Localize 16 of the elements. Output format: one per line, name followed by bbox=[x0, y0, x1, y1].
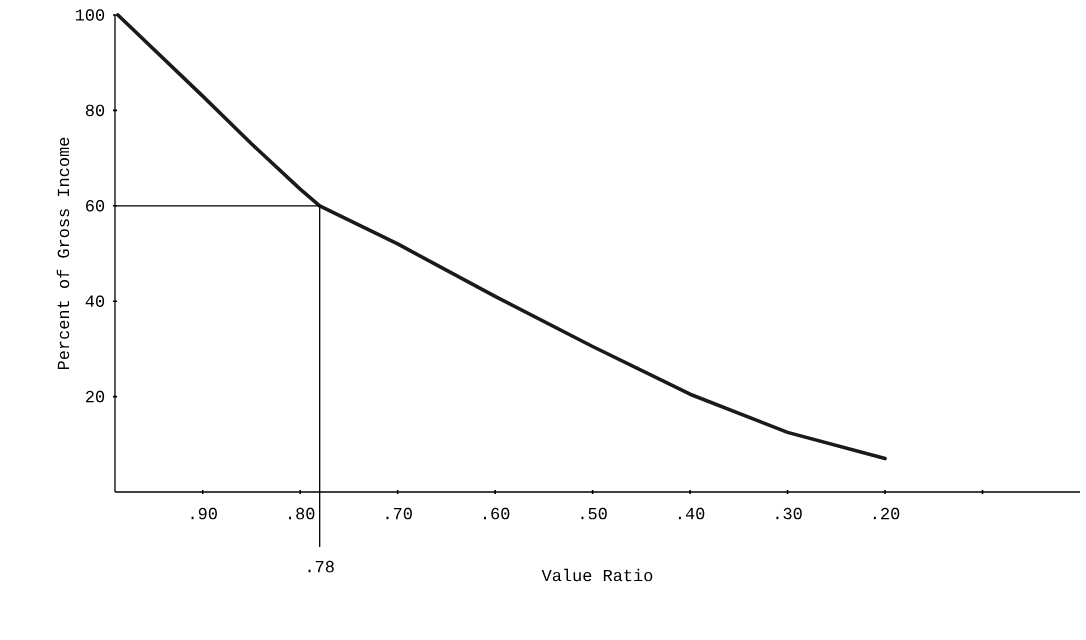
y-tick-label: 40 bbox=[85, 295, 105, 307]
x-tick-label: .30 bbox=[776, 507, 802, 520]
x-tick-label: .20 bbox=[873, 507, 900, 520]
y-axis-title: Percent of Gross Income bbox=[56, 137, 70, 370]
y-tick-label: 20 bbox=[86, 390, 105, 403]
x-axis-title: Value Ratio bbox=[541, 568, 653, 582]
x-tick-label: .80 bbox=[289, 507, 315, 520]
y-tick-label: 60 bbox=[86, 200, 105, 212]
y-tick-label: 80 bbox=[85, 104, 105, 117]
y-tick-label: 100 bbox=[75, 9, 105, 21]
ref-line-label: .78 bbox=[308, 560, 334, 573]
x-tick-label: .70 bbox=[386, 507, 412, 520]
x-tick-label: .60 bbox=[484, 507, 510, 520]
x-tick-label: .50 bbox=[581, 507, 607, 520]
x-tick-label: .90 bbox=[191, 507, 217, 520]
x-tick-label: .40 bbox=[678, 507, 705, 520]
